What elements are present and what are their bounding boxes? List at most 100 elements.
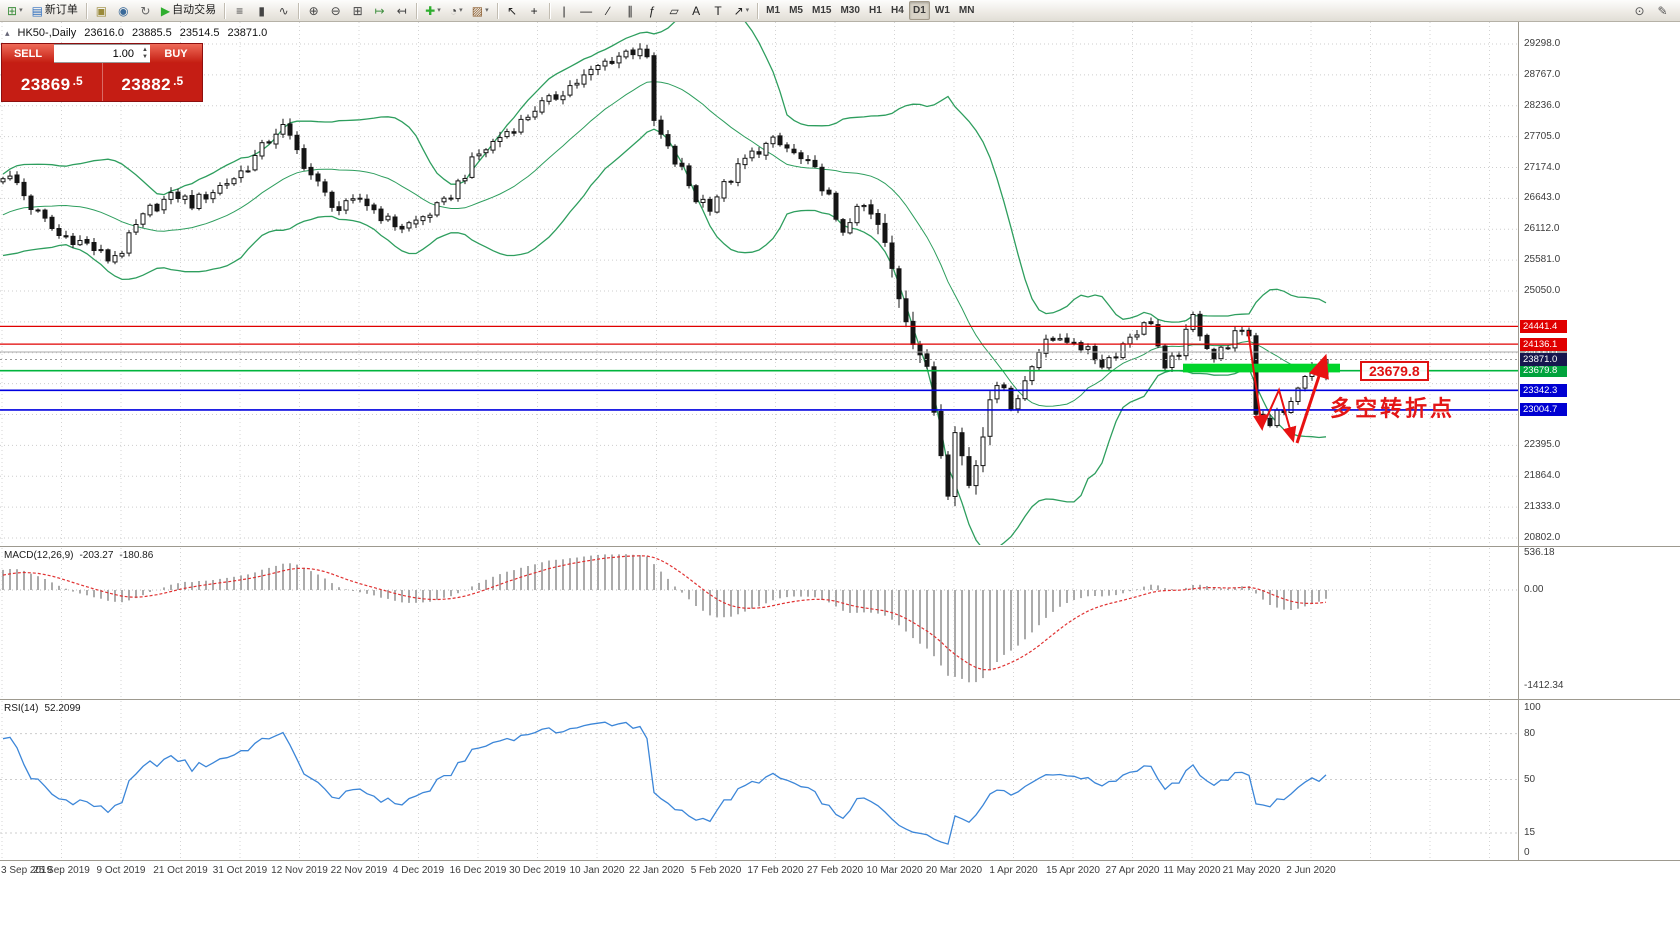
zoom-out-button[interactable]: ⊖ <box>325 1 346 20</box>
low-value: 23514.5 <box>179 27 220 39</box>
search-icon: ⊙ <box>1634 3 1645 18</box>
macd-signal-line <box>2 555 1327 671</box>
periods-icon: ◔ <box>449 3 458 18</box>
bar-chart-icon: ≡ <box>236 3 244 18</box>
sell-price[interactable]: 23869 .5 <box>2 63 103 101</box>
auto-trading-label: 自动交易 <box>172 4 217 16</box>
candlestick-chart-button[interactable]: ▮ <box>251 1 272 20</box>
text-label-button[interactable]: T <box>708 1 729 20</box>
close-value: 23871.0 <box>227 27 268 39</box>
zoom-in-icon: ⊕ <box>308 3 319 18</box>
high-value: 23885.5 <box>131 27 172 39</box>
text-button[interactable]: A <box>686 1 707 20</box>
toolbar-separator <box>757 2 759 19</box>
macd-title-row: MACD(12,26,9) -203.27 -180.86 <box>4 550 153 561</box>
refresh-icon: ↻ <box>140 3 151 18</box>
market-watch-icon: ▣ <box>95 3 108 18</box>
new-chart-button[interactable]: ⊞ ▾ <box>3 1 27 20</box>
cursor-button[interactable]: ↖ <box>502 1 523 20</box>
new-chart-dropdown-icon: ▾ <box>19 7 23 14</box>
toolbar-separator <box>496 2 498 19</box>
periods-dropdown-icon: ▾ <box>459 7 463 14</box>
buy-button[interactable]: BUY <box>150 44 202 63</box>
chart-shift-button[interactable]: ↤ <box>391 1 412 20</box>
zoom-in-button[interactable]: ⊕ <box>303 1 324 20</box>
price-pane-layer <box>2 22 1327 545</box>
data-window-button[interactable]: ◉ <box>113 1 134 20</box>
tf-d1-label: D1 <box>912 4 926 16</box>
horizontal-line-icon: — <box>580 3 593 18</box>
rsi-title-row: RSI(14) 52.2099 <box>4 703 81 714</box>
tf-w1-button[interactable]: W1 <box>931 1 954 20</box>
toolbar-separator <box>85 2 87 19</box>
sell-button[interactable]: SELL <box>2 44 54 63</box>
tf-h4-button[interactable]: H4 <box>887 1 908 20</box>
crosshair-button[interactable]: + <box>524 1 545 20</box>
toolbar-separator <box>298 2 300 19</box>
buy-price-main: 23882 <box>121 74 172 94</box>
buy-price[interactable]: 23882 .5 <box>103 63 203 101</box>
indicators-icon: ✚ <box>425 3 436 18</box>
tf-mn-button[interactable]: MN <box>955 1 979 20</box>
arrows-dropdown-icon: ▾ <box>745 7 750 14</box>
horizontal-line-button[interactable]: — <box>576 1 597 20</box>
line-chart-icon: ∿ <box>278 3 289 18</box>
tf-m15-button[interactable]: M15 <box>808 1 835 20</box>
arrows-button[interactable]: ↗ ▾ <box>730 1 754 20</box>
new-order-label: 新订单 <box>44 4 78 16</box>
grid-layer <box>0 22 1518 858</box>
toolbar-right-group: ⊙ ✎ <box>1629 1 1677 20</box>
indicators-button[interactable]: ✚ ▾ <box>421 1 445 20</box>
volume-input[interactable] <box>54 47 150 60</box>
vertical-line-button[interactable]: | <box>554 1 575 20</box>
tf-h1-label: H1 <box>868 4 882 16</box>
rsi-layer <box>0 721 1518 845</box>
tf-d1-button[interactable]: D1 <box>908 1 930 20</box>
sell-price-decimal: .5 <box>72 73 83 88</box>
tf-m1-button[interactable]: M1 <box>762 1 784 20</box>
arrows-icon: ↗ <box>733 3 744 18</box>
volume-up-button[interactable]: ▲ <box>142 47 148 53</box>
volume-field[interactable]: ▲ ▼ <box>54 44 150 63</box>
periods-button[interactable]: ◔ ▾ <box>446 1 467 20</box>
fibonacci-icon: ƒ <box>648 3 656 18</box>
chart-symbol-header: ▴ HK50-,Daily 23616.0 23885.5 23514.5 23… <box>5 27 267 39</box>
search-button[interactable]: ⊙ <box>1629 1 1650 20</box>
tf-m30-button[interactable]: M30 <box>836 1 863 20</box>
fibonacci-button[interactable]: ƒ <box>642 1 663 20</box>
tile-windows-button[interactable]: ⊞ <box>347 1 368 20</box>
tf-h1-button[interactable]: H1 <box>865 1 886 20</box>
trendline-button[interactable]: ∕ <box>598 1 619 20</box>
vertical-line-icon: | <box>562 3 566 18</box>
auto-scroll-button[interactable]: ↦ <box>369 1 390 20</box>
new-order-icon: ▤ <box>31 3 43 18</box>
auto-scroll-icon: ↦ <box>374 3 385 18</box>
auto-trading-button[interactable]: ▶ 自动交易 <box>157 1 220 20</box>
annotation-arrow <box>1247 330 1268 431</box>
tf-m5-label: M5 <box>789 4 803 16</box>
trendline-icon: ∕ <box>607 3 610 18</box>
bollinger-middle-band <box>2 81 1327 407</box>
auto-trading-icon: ▶ <box>160 3 171 18</box>
annotation-arrow <box>1295 353 1329 444</box>
new-chart-icon: ⊞ <box>7 3 18 18</box>
quick-edit-button[interactable]: ✎ <box>1652 1 1673 20</box>
bar-chart-button[interactable]: ≡ <box>229 1 250 20</box>
candlestick-chart-icon: ▮ <box>258 3 265 18</box>
bollinger-lower-band <box>2 128 1327 545</box>
line-chart-button[interactable]: ∿ <box>273 1 294 20</box>
open-value: 23616.0 <box>84 27 124 39</box>
templates-button[interactable]: ▨ ▾ <box>468 1 493 20</box>
indicators-dropdown-icon: ▾ <box>437 7 441 14</box>
tf-m5-button[interactable]: M5 <box>785 1 807 20</box>
shapes-button[interactable]: ▱ <box>664 1 685 20</box>
volume-down-button[interactable]: ▼ <box>142 54 148 60</box>
new-order-button[interactable]: ▤ 新订单 <box>28 1 82 20</box>
refresh-button[interactable]: ↻ <box>135 1 156 20</box>
shapes-icon: ▱ <box>669 3 679 18</box>
turning-point-annotation: 多空转折点 <box>1330 396 1456 421</box>
channel-button[interactable]: ∥ <box>620 1 641 20</box>
market-watch-button[interactable]: ▣ <box>91 1 112 20</box>
